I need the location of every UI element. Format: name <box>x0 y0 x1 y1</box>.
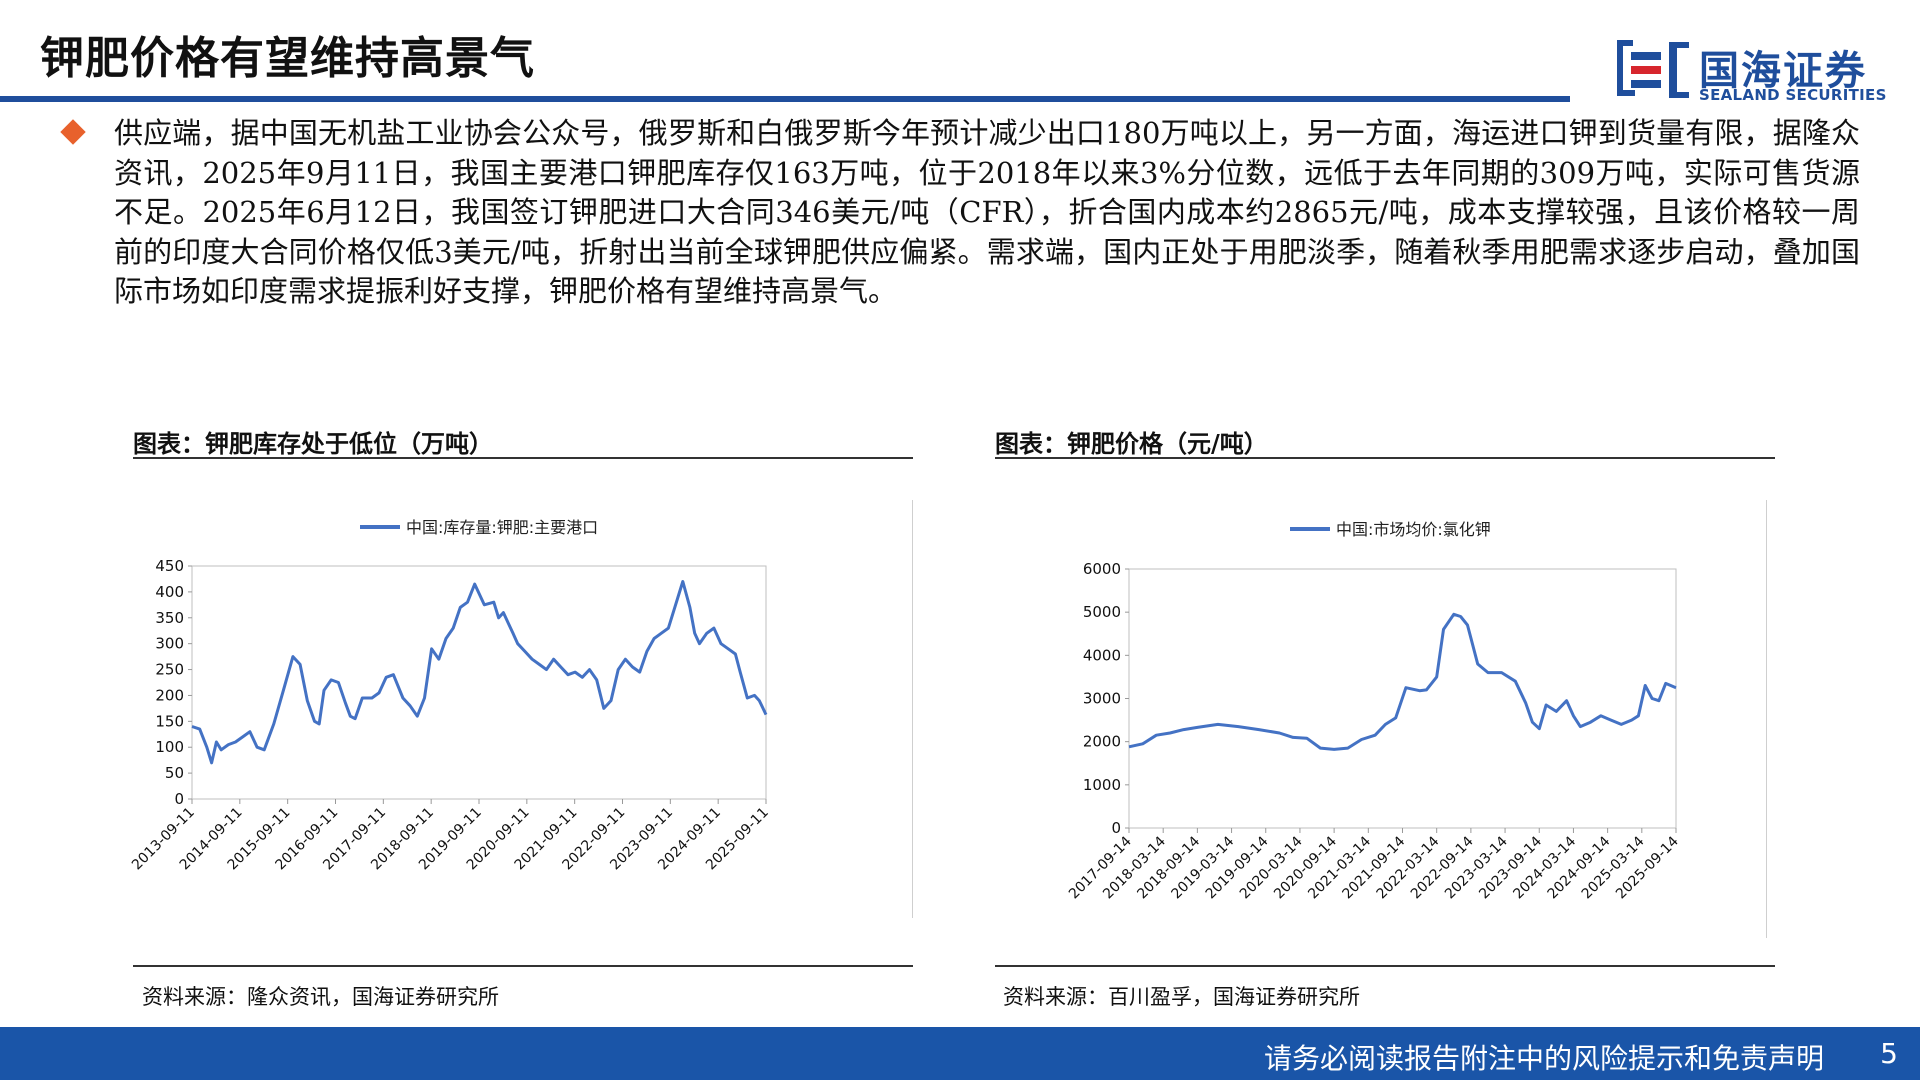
chart-border-line <box>1766 500 1767 938</box>
y-tick-label: 300 <box>155 635 184 653</box>
page-number: 5 <box>1880 1037 1898 1070</box>
y-tick-label: 50 <box>165 764 184 782</box>
y-tick-label: 350 <box>155 609 184 627</box>
footer-bar: 请务必阅读报告附注中的风险提示和免责声明 5 <box>0 1027 1920 1080</box>
y-tick-label: 2000 <box>1083 733 1121 751</box>
inventory-line-chart: 0501001502002503003504004502013-09-11201… <box>129 518 772 873</box>
y-tick-label: 400 <box>155 583 184 601</box>
y-tick-label: 5000 <box>1083 603 1121 621</box>
y-tick-label: 250 <box>155 661 184 679</box>
chart-source-rule <box>133 965 913 967</box>
chart-border-line <box>912 500 913 918</box>
page-title: 钾肥价格有望维持高景气 <box>40 33 535 84</box>
y-tick-label: 150 <box>155 712 184 730</box>
chart-title-inventory: 图表：钾肥库存处于低位（万吨） <box>133 429 493 458</box>
series-line <box>1128 612 1677 751</box>
title-underline <box>0 96 1570 102</box>
chart-title-rule <box>995 457 1775 459</box>
price-line-chart: 01000200030004000500060002017-09-142018-… <box>1066 520 1682 902</box>
chart-source-inventory: 资料来源：隆众资讯，国海证券研究所 <box>142 985 499 1009</box>
company-logo: 国海证券 SEALAND SECURITIES <box>1615 34 1905 108</box>
chart-title-rule <box>133 457 913 459</box>
logo-name-en: SEALAND SECURITIES <box>1699 86 1887 104</box>
chart-source-price: 资料来源：百川盈孚，国海证券研究所 <box>1003 985 1360 1009</box>
footer-disclaimer: 请务必阅读报告附注中的风险提示和免责声明 <box>1263 1042 1824 1075</box>
y-tick-label: 4000 <box>1083 646 1121 664</box>
chart-source-rule <box>995 965 1775 967</box>
y-tick-label: 3000 <box>1083 690 1121 708</box>
y-tick-label: 0 <box>1111 819 1121 837</box>
logo-mark-icon <box>1617 40 1689 98</box>
series-line <box>191 580 768 765</box>
y-tick-label: 1000 <box>1083 776 1121 794</box>
legend-label: 中国:库存量:钾肥:主要港口 <box>406 518 598 537</box>
y-tick-label: 100 <box>155 738 184 756</box>
y-tick-label: 450 <box>155 557 184 575</box>
y-tick-label: 200 <box>155 686 184 704</box>
chart-title-price: 图表：钾肥价格（元/吨） <box>995 429 1268 458</box>
y-tick-label: 6000 <box>1083 560 1121 578</box>
bullet-diamond-icon <box>60 119 86 145</box>
body-paragraph: 供应端，据中国无机盐工业协会公众号，俄罗斯和白俄罗斯今年预计减少出口180万吨以… <box>114 116 1860 308</box>
legend-label: 中国:市场均价:氯化钾 <box>1336 520 1491 539</box>
logo-name-cn: 国海证券 <box>1699 48 1867 94</box>
plot-area <box>191 565 767 800</box>
y-tick-label: 0 <box>174 790 184 808</box>
